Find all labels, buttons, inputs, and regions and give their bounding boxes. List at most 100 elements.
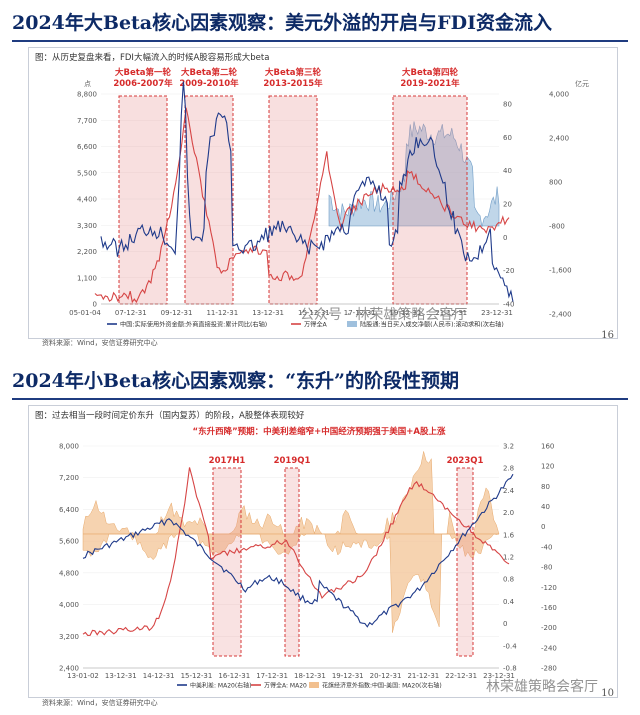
right-tick-label: 80	[541, 483, 550, 491]
period-box	[456, 467, 474, 657]
right-tick-label: 0.8	[503, 576, 514, 584]
x-tick-label: 14-12-31	[143, 672, 175, 680]
slide-fdi: 2024年大Beta核心因素观察：美元外溢的开启与FDI资金流入 图：从历史复盘…	[0, 0, 640, 357]
x-tick-label: 22-12-31	[445, 672, 477, 680]
beta-period-box	[392, 95, 468, 305]
period-label: 大Beta第一轮	[115, 67, 172, 78]
left-tick-label: 7,200	[59, 474, 79, 482]
x-tick-label: 21-12-31	[435, 309, 467, 317]
right-tick-label: 1.6	[503, 531, 515, 539]
period-years: 2009-2010年	[179, 78, 239, 89]
right-tick-label: 80	[503, 101, 512, 109]
left-tick-label: 4,000	[59, 601, 79, 609]
right-tick-label: 60	[503, 134, 512, 142]
right-tick-label: -2,400	[549, 311, 572, 319]
x-tick-label: 11-12-31	[206, 309, 238, 317]
fdi-yoy-line	[100, 81, 514, 302]
x-tick-label: 21-12-31	[407, 672, 439, 680]
period-label: 大Beta第二轮	[181, 67, 238, 78]
right-tick-label: 2,400	[549, 135, 569, 143]
left-tick-label: 3,300	[77, 222, 97, 230]
left-tick-label: 4,400	[77, 196, 97, 204]
right-tick-label: 4,000	[549, 91, 569, 99]
legend-label: 陆股通:当日买入成交净额(人民币):滚动求和(次右轴)	[360, 321, 504, 329]
x-tick-label: 13-01-02	[67, 672, 99, 680]
left-tick-label: 2,200	[77, 248, 97, 256]
right-tick-label: 1.2	[503, 554, 514, 562]
right-tick-label: 800	[549, 179, 562, 187]
right-tick-label: 2.0	[503, 509, 514, 517]
title-rule	[12, 40, 628, 42]
left-tick-label: 8,000	[59, 443, 79, 451]
watermark: 林荣雄策略会客厅	[486, 679, 598, 695]
right-tick-label: -0.4	[503, 642, 517, 650]
right-tick-label: -160	[541, 604, 557, 612]
period-label: 2023Q1	[447, 456, 484, 466]
slide-title: 2024年大Beta核心因素观察：美元外溢的开启与FDI资金流入	[12, 12, 552, 34]
period-label: 大Beta第三轮	[265, 67, 322, 78]
right-tick-label: 40	[503, 167, 512, 175]
left-tick-label: 4,800	[59, 569, 79, 577]
right-tick-label: 0	[541, 523, 545, 531]
slide-title: 2024年小Beta核心因素观察：“东升”的阶段性预期	[12, 370, 459, 392]
left-tick-label: 6,600	[77, 143, 97, 151]
right-tick-label: 3.2	[503, 443, 514, 451]
chart-title: “东升西降”预期：中美利差缩窄+中国经济预期强于美国+A股上涨	[193, 426, 446, 437]
page-number: 10	[601, 688, 614, 699]
right-tick-label: 40	[541, 503, 550, 511]
surprise-area-negative	[82, 533, 500, 633]
x-tick-label: 16-12-31	[218, 672, 250, 680]
right-axis-unit: 亿元	[575, 79, 589, 88]
source-note: 资料来源：Wind，安信证券研究中心	[42, 699, 158, 707]
right-tick-label: -80	[541, 564, 552, 572]
legend-label: 万得全A	[304, 321, 328, 329]
right-tick-label: -40	[541, 543, 552, 551]
x-tick-label: 09-12-31	[161, 309, 193, 317]
wind-all-a-ma20-line	[82, 467, 510, 636]
right-tick-label: 2.8	[503, 465, 514, 473]
right-tick-label: 0	[503, 234, 507, 242]
chart-panel: 图：过去相当一段时间定价东升（国内复苏）的阶段，A股整体表现较好 2017H1 2…	[28, 405, 618, 698]
x-tick-label: 15-12-31	[298, 309, 330, 317]
x-tick-label: 15-12-31	[181, 672, 213, 680]
right-tick-label: -280	[541, 665, 557, 673]
left-tick-label: 5,600	[59, 538, 79, 546]
source-note: 资料来源：Wind，安信证券研究中心	[42, 339, 158, 347]
x-tick-label: 23-12-31	[481, 309, 513, 317]
right-tick-label: -120	[541, 584, 557, 592]
x-tick-label: 17-12-31	[256, 672, 288, 680]
legend-swatch	[347, 321, 357, 327]
right-tick-label: 160	[541, 443, 554, 451]
period-years: 2019-2021年	[400, 78, 460, 89]
period-label: 大Beta第四轮	[402, 67, 459, 78]
page-number: 16	[601, 330, 614, 341]
beta-period-box	[118, 95, 168, 305]
period-label: 2019Q1	[274, 456, 311, 466]
left-tick-label: 1,100	[77, 274, 97, 282]
period-years: 2013-2015年	[263, 78, 323, 89]
x-tick-label: 13-12-31	[252, 309, 284, 317]
watermark: 公众号 · 林荣雄策略会客厅	[300, 307, 468, 323]
right-tick-label: -800	[549, 223, 565, 231]
x-tick-label: 23-12-31	[483, 672, 515, 680]
right-tick-label: -20	[503, 267, 514, 275]
right-tick-label: 0.4	[503, 598, 515, 606]
left-tick-label: 7,700	[77, 117, 97, 125]
left-axis-unit: 点	[84, 80, 91, 88]
right-tick-label: -1,600	[549, 267, 572, 275]
right-tick-label: 0	[503, 620, 507, 628]
x-tick-label: 20-12-31	[370, 672, 402, 680]
x-tick-label: 07-12-31	[115, 309, 147, 317]
right-tick-label: -200	[541, 624, 557, 632]
right-tick-label: -240	[541, 644, 557, 652]
title-rule	[12, 398, 628, 400]
x-tick-label: 19-12-31	[390, 309, 422, 317]
legend-label: 花旗经济意外指数:中国-美国: MA20(次右轴)	[322, 682, 442, 690]
period-label: 2017H1	[209, 456, 246, 466]
right-tick-label: 20	[503, 201, 512, 209]
x-tick-label: 19-12-31	[332, 672, 364, 680]
right-tick-label: -0.8	[503, 665, 517, 673]
chart-panel: 图：从历史复盘来看，FDI大幅流入的时候A股容易形成大beta 大Beta第一轮…	[28, 47, 618, 339]
legend-label: 万得全A: MA20	[264, 682, 307, 690]
